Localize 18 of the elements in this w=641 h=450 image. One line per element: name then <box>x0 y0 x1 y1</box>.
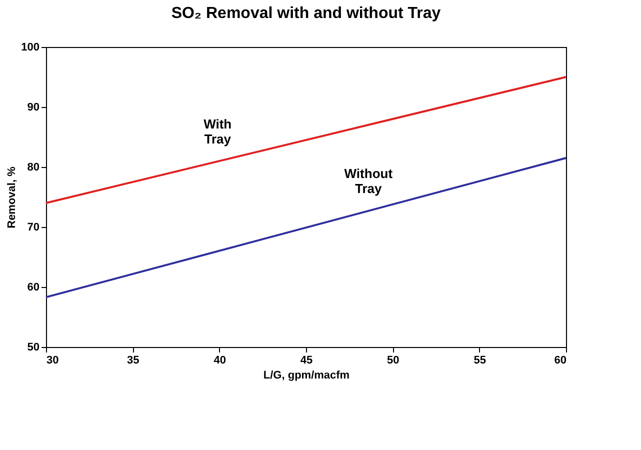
y-tick-label: 100 <box>21 42 40 54</box>
x-tick-label: 45 <box>300 354 313 366</box>
x-axis-title: L/G, gpm/macfm <box>263 370 350 382</box>
y-tick-label: 70 <box>27 222 40 234</box>
x-tick-label: 60 <box>554 354 566 366</box>
x-tick-label: 55 <box>474 354 486 366</box>
y-tick-label: 60 <box>27 282 40 294</box>
x-tick-label: 30 <box>46 354 59 366</box>
y-tick-label: 50 <box>27 342 40 354</box>
x-tick-label: 35 <box>127 354 140 366</box>
y-axis-title: Removal, % <box>6 166 18 228</box>
series-label: With Tray <box>204 116 232 146</box>
chart-title: SO₂ Removal with and without Tray <box>171 5 441 22</box>
y-tick-label: 80 <box>27 162 40 174</box>
series-label: Without Tray <box>344 166 394 196</box>
x-tick-label: 40 <box>214 354 226 366</box>
x-tick-label: 50 <box>387 354 400 366</box>
y-tick-label: 90 <box>27 102 40 114</box>
